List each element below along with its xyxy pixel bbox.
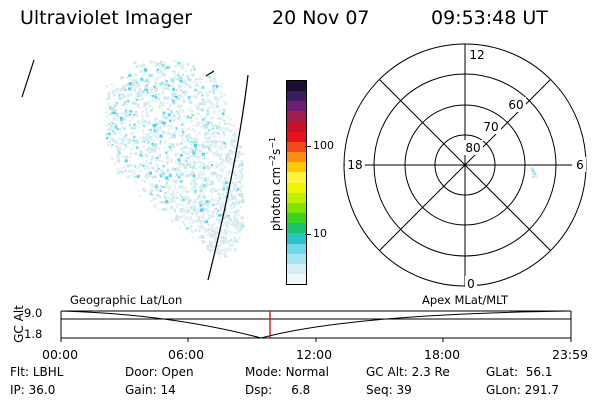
mlat-label-60: 60 — [508, 98, 523, 112]
polar-mlt-plot: 12 18 6 0 60 70 80 — [343, 43, 587, 291]
mlat-label-80: 80 — [465, 141, 480, 155]
orbit-altitude-timeline — [60, 310, 572, 342]
colorbar-band — [287, 121, 306, 132]
mlt-label-6: 6 — [576, 158, 584, 172]
mlt-label-18: 18 — [347, 158, 362, 172]
colorbar-band — [287, 182, 306, 193]
gc-alt-label-min: 1.8 — [24, 327, 43, 341]
param-seq: Seq: 39 — [366, 383, 412, 397]
time-label-2359: 23:59 — [552, 347, 589, 362]
colorbar-label-100: 100 — [313, 139, 334, 152]
param-ip: IP: 36.0 — [10, 383, 56, 397]
earth-limb-right — [207, 74, 249, 281]
colorbar-unit-label: photon cm−2s−1 — [268, 136, 283, 232]
param-dsp: Dsp: 6.8 — [245, 383, 311, 397]
colorbar-band — [287, 223, 306, 234]
param-gc-alt: GC Alt: 2.3 Re — [366, 365, 450, 379]
colorbar-band — [287, 101, 306, 112]
time-label-0600: 06:00 — [168, 347, 205, 362]
mlt-label-0: 0 — [467, 277, 475, 291]
colorbar-tick-100 — [305, 146, 311, 147]
colorbar-band — [287, 131, 306, 142]
colorbar-tick-10 — [305, 234, 311, 235]
intensity-colorbar — [286, 80, 307, 285]
gc-alt-label-max: 9.0 — [24, 306, 43, 320]
param-filter: Flt: LBHL — [10, 365, 64, 379]
param-mode: Mode: Normal — [245, 365, 329, 379]
mlt-label-12: 12 — [469, 48, 484, 62]
time-label-1200: 12:00 — [296, 347, 333, 362]
earth-limb-left — [21, 59, 35, 98]
colorbar-band — [287, 213, 306, 224]
colorbar-band — [287, 91, 306, 102]
mlat-label-70: 70 — [483, 120, 498, 134]
orbit-altitude-curve — [60, 310, 572, 339]
uv-aurora-image — [21, 59, 249, 281]
colorbar-band — [287, 162, 306, 173]
colorbar-band — [287, 192, 306, 203]
apex-mlat-mlt-label: Apex MLat/MLT — [422, 293, 509, 307]
observation-time: 09:53:48 UT — [431, 7, 548, 29]
colorbar-band — [287, 233, 306, 244]
colorbar-band — [287, 253, 306, 264]
colorbar-band — [287, 273, 306, 285]
colorbar-label-10: 10 — [313, 227, 327, 240]
colorbar-band — [287, 202, 306, 214]
limb-tick — [205, 70, 215, 77]
instrument-title: Ultraviolet Imager — [20, 7, 193, 29]
aurora-emission-cloud — [105, 60, 245, 259]
colorbar-band — [287, 141, 306, 153]
colorbar-band — [287, 243, 306, 254]
geographic-lat-lon-label: Geographic Lat/Lon — [70, 293, 183, 307]
param-glat: GLat: 56.1 — [486, 365, 553, 379]
colorbar-band — [287, 263, 306, 274]
colorbar-band — [287, 81, 306, 92]
colorbar-band — [287, 152, 306, 163]
param-gain: Gain: 14 — [125, 383, 176, 397]
colorbar-band — [287, 111, 306, 122]
time-label-0000: 00:00 — [42, 347, 79, 362]
param-door: Door: Open — [125, 365, 194, 379]
colorbar-band — [287, 172, 306, 183]
time-label-1800: 18:00 — [424, 347, 461, 362]
param-glon: GLon: 291.7 — [486, 383, 559, 397]
observation-date: 20 Nov 07 — [272, 7, 370, 29]
